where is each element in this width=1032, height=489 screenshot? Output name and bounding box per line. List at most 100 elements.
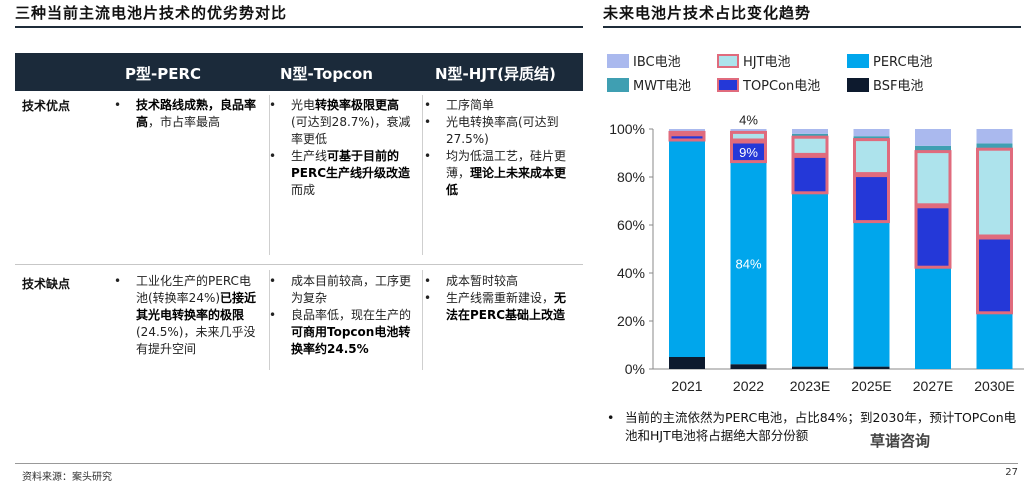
header-perc: P型-PERC <box>125 65 202 83</box>
bar-segment <box>730 129 767 132</box>
bullet-item: 光电转换率高(可达到27.5%) <box>420 114 575 148</box>
x-tick-label: 2022 <box>733 378 764 394</box>
legend-label-ibc: IBC电池 <box>633 55 681 70</box>
bar-segment <box>915 129 951 146</box>
legend-swatch-mwt <box>607 78 629 92</box>
chart-note: 当前的主流依然为PERC电池，占比84%；到2030年，预计TOPCon电池和H… <box>603 409 1023 445</box>
page-number: 27 <box>1005 467 1018 478</box>
bullet-list: 工业化生产的PERC电池(转换率24%)已接近其光电转换率的极限(24.5%)，… <box>110 273 260 358</box>
bar-segment <box>915 150 951 206</box>
bullet-item: 成本暂时较高 <box>420 273 575 290</box>
bar-segment <box>976 237 1013 314</box>
highlight-outline <box>730 140 767 164</box>
right-title-rule <box>603 26 1021 28</box>
y-tick-label: 40% <box>617 265 645 281</box>
y-tick-label: 0% <box>625 361 645 377</box>
data-label: 84% <box>735 256 761 271</box>
table-header: P型-PERC N型-Topcon N型-HJT(异质结) <box>15 53 583 91</box>
bullet-item: 工序简单 <box>420 97 575 114</box>
bar-segment <box>976 143 1013 149</box>
y-tick-label: 80% <box>617 169 645 185</box>
highlight-outline <box>853 174 890 224</box>
cell-perc-disadvantages: 工业化生产的PERC电池(转换率24%)已接近其光电转换率的极限(24.5%)，… <box>110 273 260 358</box>
legend-swatch-bsf <box>847 78 869 92</box>
highlight-outline <box>853 138 890 176</box>
bar-segment <box>915 205 951 269</box>
legend-label-bsf: BSF电池 <box>873 79 924 94</box>
cell-topcon-advantages: 光电转换率极限更高(可达到28.7%)，衰减率更低生产线可基于目前的PERC生产… <box>265 97 413 199</box>
bullet-item: 成本目前较高，工序更为复杂 <box>265 273 413 307</box>
bullet-list: 成本暂时较高生产线需重新建设，无法在PERC基础上改造 <box>420 273 575 324</box>
bar-segment <box>853 136 890 139</box>
bullet-list: 工序简单光电转换率高(可达到27.5%)均为低温工艺，硅片更薄，理论上未来成本更… <box>420 97 575 199</box>
bar-segment <box>853 129 890 137</box>
legend-swatch-hjt <box>717 54 739 68</box>
bar-segment <box>853 366 890 369</box>
bar-segment <box>976 129 1013 144</box>
bar-segment <box>853 222 890 367</box>
bullet-item: 技术路线成熟，良品率高，市占率最高 <box>110 97 260 131</box>
cell-hjt-disadvantages: 成本暂时较高生产线需重新建设，无法在PERC基础上改造 <box>420 273 575 324</box>
highlight-outline <box>730 130 767 142</box>
row-label-advantages: 技术优点 <box>22 99 71 113</box>
bar-segment <box>730 141 767 163</box>
bar-segment <box>669 357 705 369</box>
bullet-item: 均为低温工艺，硅片更薄，理论上未来成本更低 <box>420 148 575 199</box>
x-tick-label: 2030E <box>974 378 1014 394</box>
legend-swatch-topcon <box>717 78 739 92</box>
y-tick-label: 60% <box>617 217 645 233</box>
bar-segment <box>730 364 767 369</box>
y-tick-label: 20% <box>617 313 645 329</box>
bullet-item: 良品率低，现在生产的可商用Topcon电池转换率约24.5% <box>265 307 413 358</box>
highlight-outline <box>668 133 706 142</box>
highlight-outline <box>976 147 1013 238</box>
bullet-item: 生产线可基于目前的PERC生产线升级改造而成 <box>265 148 413 199</box>
highlight-outline <box>976 236 1013 315</box>
stacked-bar-chart: 0% 20% 40% 60% 80% 100% 2021 2022 2023E 2025E 2027… <box>609 112 1024 394</box>
legend-label-mwt: MWT电池 <box>633 79 692 94</box>
right-section-title: 未来电池片技术占比变化趋势 <box>603 4 812 22</box>
bar-segment <box>853 138 890 175</box>
bar-segment <box>669 129 705 132</box>
highlight-outline <box>914 150 952 207</box>
data-label: 4% <box>739 112 758 127</box>
bar-segment <box>669 141 705 357</box>
cell-perc-advantages: 技术路线成熟，良品率高，市占率最高 <box>110 97 260 131</box>
cell-hjt-advantages: 工序简单光电转换率高(可达到27.5%)均为低温工艺，硅片更薄，理论上未来成本更… <box>420 97 575 199</box>
bar-segment <box>792 136 828 156</box>
row-separator <box>15 264 583 265</box>
bar-segment <box>792 193 828 367</box>
bar-segment <box>976 313 1013 369</box>
highlight-outline <box>914 205 952 269</box>
bullet-list: 技术路线成熟，良品率高，市占率最高 <box>110 97 260 131</box>
bar-segment <box>915 145 951 151</box>
bar-segment <box>976 148 1013 237</box>
legend-swatch-ibc <box>607 54 629 68</box>
legend-label-topcon: TOPCon电池 <box>743 79 821 94</box>
x-tick-label: 2023E <box>790 378 830 394</box>
legend-label-hjt: HJT电池 <box>743 55 791 70</box>
bullet-list: 成本目前较高，工序更为复杂良品率低，现在生产的可商用Topcon电池转换率约24… <box>265 273 413 358</box>
legend-swatch-perc <box>847 54 869 68</box>
left-section-title: 三种当前主流电池片技术的优劣势对比 <box>15 4 288 22</box>
bar-segment <box>730 162 767 365</box>
bar-segment <box>915 268 951 369</box>
footer-rule <box>15 463 1018 464</box>
bullet-item: 光电转换率极限更高(可达到28.7%)，衰减率更低 <box>265 97 413 148</box>
source-text: 资料来源：案头研究 <box>22 472 112 483</box>
highlight-outline <box>791 135 829 156</box>
bar-segment <box>792 129 828 134</box>
data-label: 9% <box>739 145 758 160</box>
note-text: 当前的主流依然为PERC电池，占比84%；到2030年，预计TOPCon电池和H… <box>603 409 1023 445</box>
bar-segment <box>792 155 828 194</box>
bullet-item: 工业化生产的PERC电池(转换率24%)已接近其光电转换率的极限(24.5%)，… <box>110 273 260 358</box>
watermark: 草谐咨询 <box>870 432 931 450</box>
y-tick-label: 100% <box>609 121 645 137</box>
header-hjt: N型-HJT(异质结) <box>435 65 556 83</box>
bullet-list: 光电转换率极限更高(可达到28.7%)，衰减率更低生产线可基于目前的PERC生产… <box>265 97 413 199</box>
row-label-disadvantages: 技术缺点 <box>22 277 71 291</box>
x-tick-label: 2021 <box>671 378 702 394</box>
header-topcon: N型-Topcon <box>280 65 373 83</box>
bullet-item: 生产线需重新建设，无法在PERC基础上改造 <box>420 290 575 324</box>
bar-segment <box>853 174 890 223</box>
